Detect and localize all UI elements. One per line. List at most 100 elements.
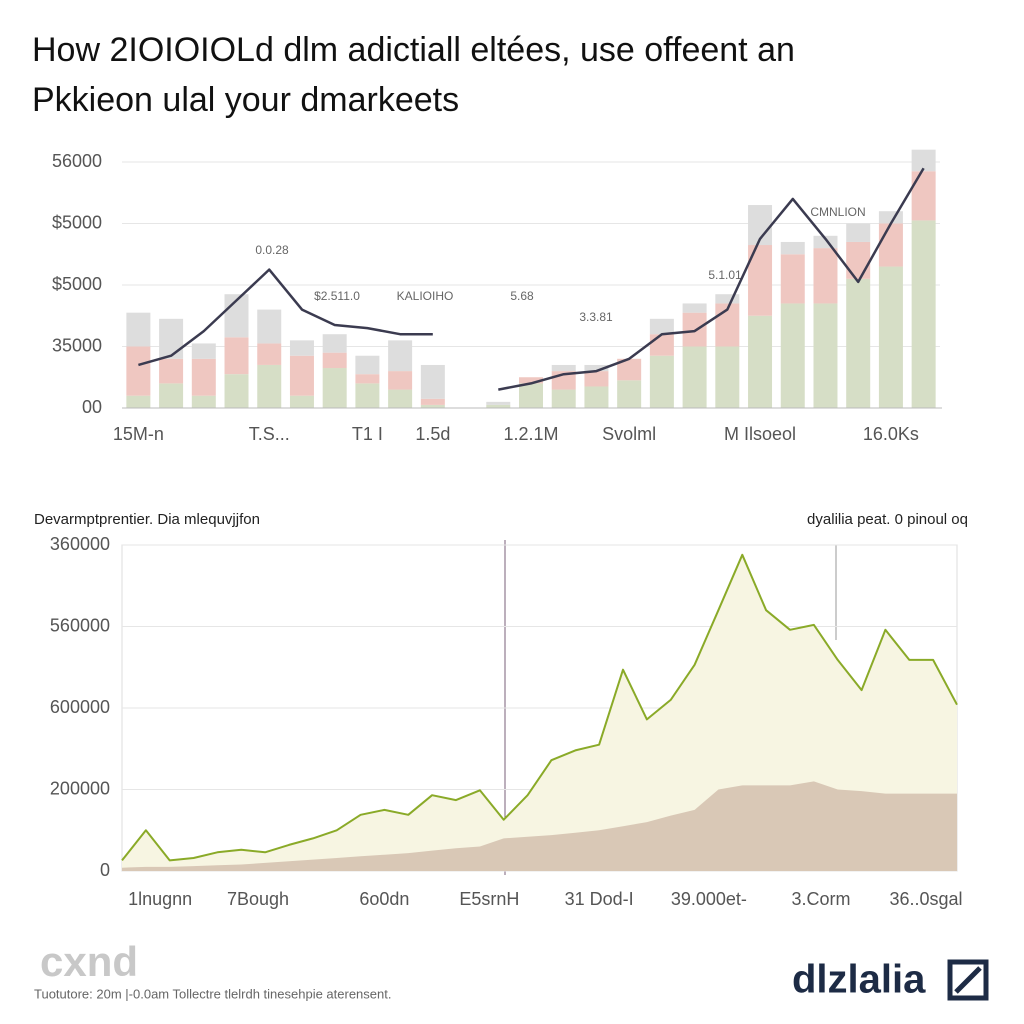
bar-segment — [224, 337, 249, 375]
bar-segment — [715, 294, 740, 304]
bar-segment — [159, 358, 184, 384]
bar-segment — [388, 371, 413, 390]
bar-segment — [355, 383, 380, 408]
x-tick-label: Svolml — [602, 424, 656, 444]
title-line: Pkkieon ulal your dmarkeets — [32, 81, 459, 119]
bar-segment — [911, 171, 936, 221]
y-tick-label: 200000 — [50, 778, 110, 798]
x-tick-label: 1.5d — [415, 424, 450, 444]
bar-segment — [715, 346, 740, 408]
line — [138, 167, 925, 391]
bar-segment — [486, 401, 511, 405]
x-tick-label: T1 I — [352, 424, 383, 444]
bar-segment — [388, 340, 413, 372]
annotation: CMNLION — [810, 205, 865, 219]
bar-segment — [191, 395, 216, 408]
chart-subtitle: dyalilia peat. 0 pinoul oq — [807, 511, 968, 528]
bar-segment — [649, 334, 674, 356]
bar-segment — [551, 364, 576, 372]
y-tick-label: $5000 — [52, 274, 102, 294]
bar-segment — [126, 395, 151, 408]
bar-segment — [486, 404, 511, 408]
y-tick-label: $5000 — [52, 212, 102, 232]
y-tick-label: 0 — [100, 860, 110, 880]
bar-segment — [780, 241, 805, 255]
bar-segment — [159, 318, 184, 359]
x-tick-label: T.S... — [249, 424, 290, 444]
bar-segment — [257, 343, 282, 365]
annotation: KALIOIHO — [397, 289, 454, 303]
logo: cxnd — [40, 938, 138, 985]
bar-segment — [780, 254, 805, 304]
bar-segment — [584, 371, 609, 387]
bar-segment — [420, 404, 445, 408]
x-tick-label: 39.000et- — [671, 889, 747, 909]
x-tick-label: 7Bough — [227, 889, 289, 909]
x-tick-label: 16.0Ks — [863, 424, 919, 444]
annotation: 5.68 — [510, 289, 534, 303]
x-tick-label: 36..0sgal — [889, 889, 962, 909]
bar-segment — [780, 303, 805, 408]
bar-segment — [289, 355, 314, 396]
bar-segment — [551, 389, 576, 408]
bar-segment — [878, 266, 903, 408]
bar-segment — [191, 343, 216, 359]
bar-segment — [420, 364, 445, 399]
chart-title: Devarmptprentier. Dia mlequvjjfon — [34, 511, 260, 528]
x-tick-label: 1lnugnn — [128, 889, 192, 909]
bar-segment — [813, 248, 838, 304]
annotation: 0.0.28 — [255, 243, 289, 257]
bar-segment — [748, 315, 773, 408]
title-line: How 2IOIOIOLd dlm adictiall eltées, use … — [32, 31, 795, 69]
bar-segment — [355, 355, 380, 375]
x-tick-label: 31 Dod-I — [565, 889, 634, 909]
bar-segment — [420, 398, 445, 405]
bar-segment — [911, 149, 936, 172]
annotation: 3.3.81 — [579, 310, 613, 324]
bar-segment — [846, 278, 871, 408]
logo-icon — [947, 959, 989, 1001]
bar-segment — [322, 368, 347, 408]
bar-segment — [649, 355, 674, 408]
x-tick-label: 3.Corm — [792, 889, 851, 909]
x-tick-label: 1.2.1M — [503, 424, 558, 444]
bar-segment — [159, 383, 184, 408]
bar-segment — [649, 318, 674, 335]
bar-segment — [322, 352, 347, 369]
x-tick-label: 15M-n — [113, 424, 164, 444]
bar-segment — [813, 303, 838, 408]
bar-segment — [289, 395, 314, 408]
line — [121, 553, 958, 862]
x-tick-label: E5srnH — [459, 889, 519, 909]
bar-segment — [126, 312, 151, 347]
y-tick-label: 560000 — [50, 615, 110, 635]
bar-segment — [224, 374, 249, 408]
bar-segment — [911, 220, 936, 408]
bar-segment — [126, 346, 151, 396]
bar-segment — [682, 303, 707, 313]
bar-segment — [846, 223, 871, 242]
bar-segment — [846, 241, 871, 279]
x-tick-label: M Ilsoeol — [724, 424, 796, 444]
annotation: $2.511.0 — [314, 289, 360, 303]
bar-segment — [584, 364, 609, 372]
bar-segment — [289, 340, 314, 356]
logo: dlzlalia — [792, 958, 926, 1002]
bar-segment — [519, 383, 543, 408]
bar-segment — [878, 223, 903, 267]
bar-segment — [355, 374, 380, 384]
bar-segment — [322, 334, 347, 353]
y-tick-label: 56000 — [52, 151, 102, 171]
y-tick-label: 600000 — [50, 697, 110, 717]
bar-segment — [191, 358, 216, 396]
area — [122, 781, 957, 871]
bar-segment — [257, 364, 282, 408]
bar-segment — [519, 377, 543, 384]
bar-segment — [617, 358, 642, 381]
footnote: Tuotutore: 20m |-0.0am Tollectre tlelrdh… — [34, 986, 391, 1001]
y-tick-label: 00 — [82, 397, 102, 417]
bar-segment — [682, 312, 707, 347]
y-tick-label: 360000 — [50, 534, 110, 554]
bar-segment — [617, 380, 642, 408]
